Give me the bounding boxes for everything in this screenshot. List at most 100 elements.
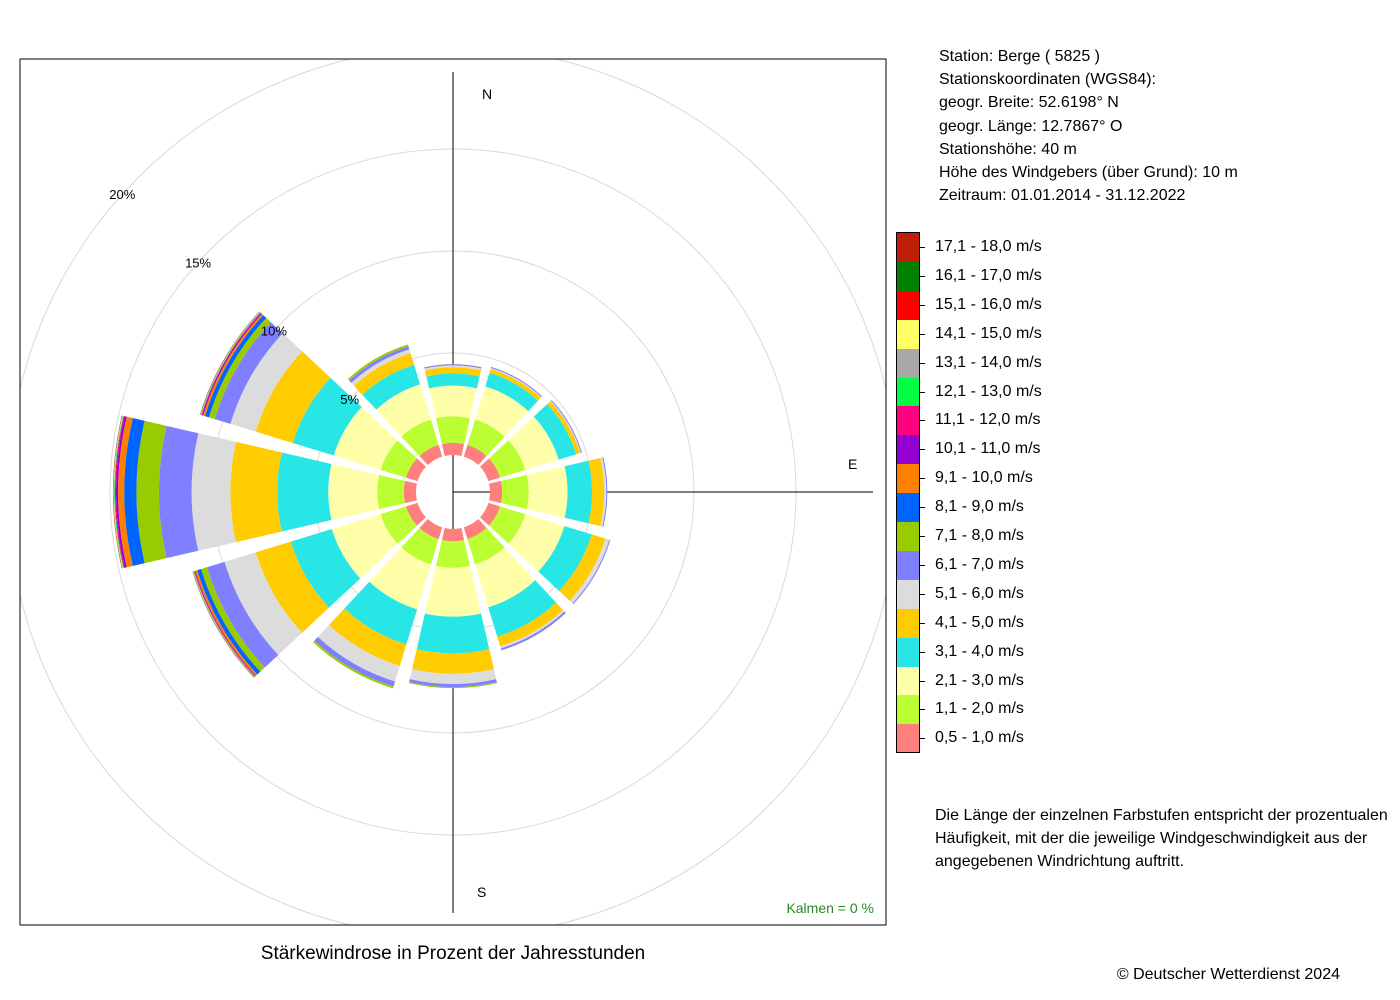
sector-segment — [347, 344, 409, 381]
legend-tick — [919, 536, 925, 537]
legend-note: Die Länge der einzelnen Farbstufen entsp… — [935, 807, 1388, 871]
sector-segment — [376, 384, 431, 437]
sector-segment — [314, 636, 396, 687]
legend-swatch — [897, 406, 919, 436]
sector-segment — [485, 372, 539, 412]
legend-swatch — [897, 637, 919, 667]
sector-segment — [526, 466, 568, 518]
sector-segment — [136, 420, 167, 564]
copyright: © Deutscher Wetterdienst 2024 — [1116, 966, 1340, 983]
sector-segment — [564, 460, 593, 524]
sector-segment — [409, 669, 497, 685]
sector-330 — [347, 344, 443, 465]
legend-label: 0,5 - 1,0 m/s — [935, 729, 1024, 747]
legend-tick — [919, 391, 925, 393]
legend-swatch — [897, 348, 919, 378]
ring-label: 5% — [340, 392, 359, 407]
legend-item: 9,1 - 10,0 m/s — [897, 464, 1097, 494]
legend-swatch — [897, 290, 919, 320]
sector-segment — [424, 364, 482, 368]
legend-item: 4,1 - 5,0 m/s — [897, 608, 1097, 638]
legend-item: 12,1 - 13,0 m/s — [897, 377, 1097, 407]
sector-segment — [547, 401, 581, 455]
legend-item: 11,1 - 12,0 m/s — [897, 406, 1097, 436]
legend-label: 7,1 - 8,0 m/s — [935, 527, 1024, 544]
legend-swatch — [897, 464, 919, 494]
plot-frame — [19, 58, 887, 926]
legend-item: 16,1 - 17,0 m/s — [897, 261, 1097, 291]
sector-segment — [380, 506, 417, 544]
legend-label: 17,1 - 18,0 m/s — [935, 238, 1042, 255]
sector-segment — [489, 368, 541, 401]
legend-tick — [919, 564, 925, 566]
legend-label: 3,1 - 4,0 m/s — [935, 642, 1024, 660]
sector-segment — [533, 404, 577, 460]
sector-segment — [441, 528, 465, 542]
sector-segment — [113, 415, 123, 569]
legend-swatch — [897, 522, 919, 551]
sector-segment — [435, 416, 471, 445]
sector-segment — [113, 415, 122, 569]
legend-item: 15,1 - 16,0 m/s — [897, 290, 1097, 320]
sector-segment — [467, 528, 505, 565]
legend-swatch — [897, 608, 919, 638]
sector-segment — [489, 506, 526, 544]
sector-270 — [113, 415, 417, 569]
sector-segment — [354, 353, 415, 395]
legend-swatch — [897, 261, 919, 291]
sector-segment — [290, 529, 361, 608]
sector-segment — [328, 608, 407, 666]
sector-segment — [255, 351, 331, 444]
legend-label: 8,1 - 9,0 m/s — [935, 498, 1024, 516]
legend-swatch — [897, 550, 919, 580]
sector-segment — [401, 528, 439, 565]
legend-tick — [919, 478, 925, 480]
sector-segment — [500, 611, 566, 651]
legend-tick — [919, 275, 925, 277]
sector-segment — [118, 416, 133, 568]
sector-segment — [401, 419, 439, 456]
sector-segment — [113, 415, 123, 569]
sector-segment — [116, 416, 127, 568]
sector-segment — [538, 526, 592, 591]
sector-segment — [277, 452, 332, 532]
legend-swatch — [897, 695, 919, 725]
station-info: Station: Berge ( 5825 ) Stationskoordina… — [939, 45, 1238, 207]
legend-label: 6,1 - 7,0 m/s — [935, 555, 1024, 573]
sector-segment — [463, 444, 487, 465]
sector-segment — [230, 333, 303, 432]
sector-segment — [424, 367, 482, 377]
sector-segment — [602, 457, 608, 527]
sensor-height-line: Höhe des Windgebers (über Grund): 10 m — [939, 164, 1238, 182]
sector-segment — [500, 610, 565, 649]
chart-caption: Stärkewindrose in Prozent der Jahresstun… — [260, 943, 646, 964]
sector-segment — [497, 602, 564, 647]
legend-item: 7,1 - 8,0 m/s — [897, 522, 1097, 551]
station-height-line: Stationshöhe: 40 m — [939, 140, 1077, 158]
sector-segment — [424, 365, 482, 371]
sector-segment — [230, 441, 282, 543]
sector-segment — [424, 364, 482, 369]
legend-label: 11,1 - 12,0 m/s — [935, 411, 1041, 429]
sector-segment — [380, 440, 417, 478]
sector-segment — [429, 385, 477, 419]
legend-tick — [919, 709, 925, 711]
compass-north-label: N — [482, 86, 492, 102]
legend-label: 4,1 - 5,0 m/s — [935, 613, 1024, 631]
legend-item: 8,1 - 9,0 m/s — [897, 493, 1097, 523]
legend-tick — [919, 738, 925, 740]
sector-segment — [569, 538, 610, 604]
sector-segment — [463, 519, 487, 540]
sector-segment — [475, 386, 529, 437]
legend-swatch — [897, 666, 919, 696]
sector-segment — [208, 317, 271, 420]
legend-swatch — [897, 377, 919, 407]
station-line: Station: Berge ( 5825 ) — [939, 48, 1100, 65]
latitude-line: geogr. Breite: 52.6198° N — [939, 94, 1119, 112]
legend-label: 13,1 - 14,0 m/s — [935, 353, 1042, 371]
sector-segment — [214, 322, 283, 424]
compass-east-label: E — [848, 456, 857, 472]
sector-segment — [333, 406, 398, 470]
legend-item: 1,1 - 2,0 m/s — [897, 695, 1097, 725]
legend-tick — [919, 304, 925, 306]
